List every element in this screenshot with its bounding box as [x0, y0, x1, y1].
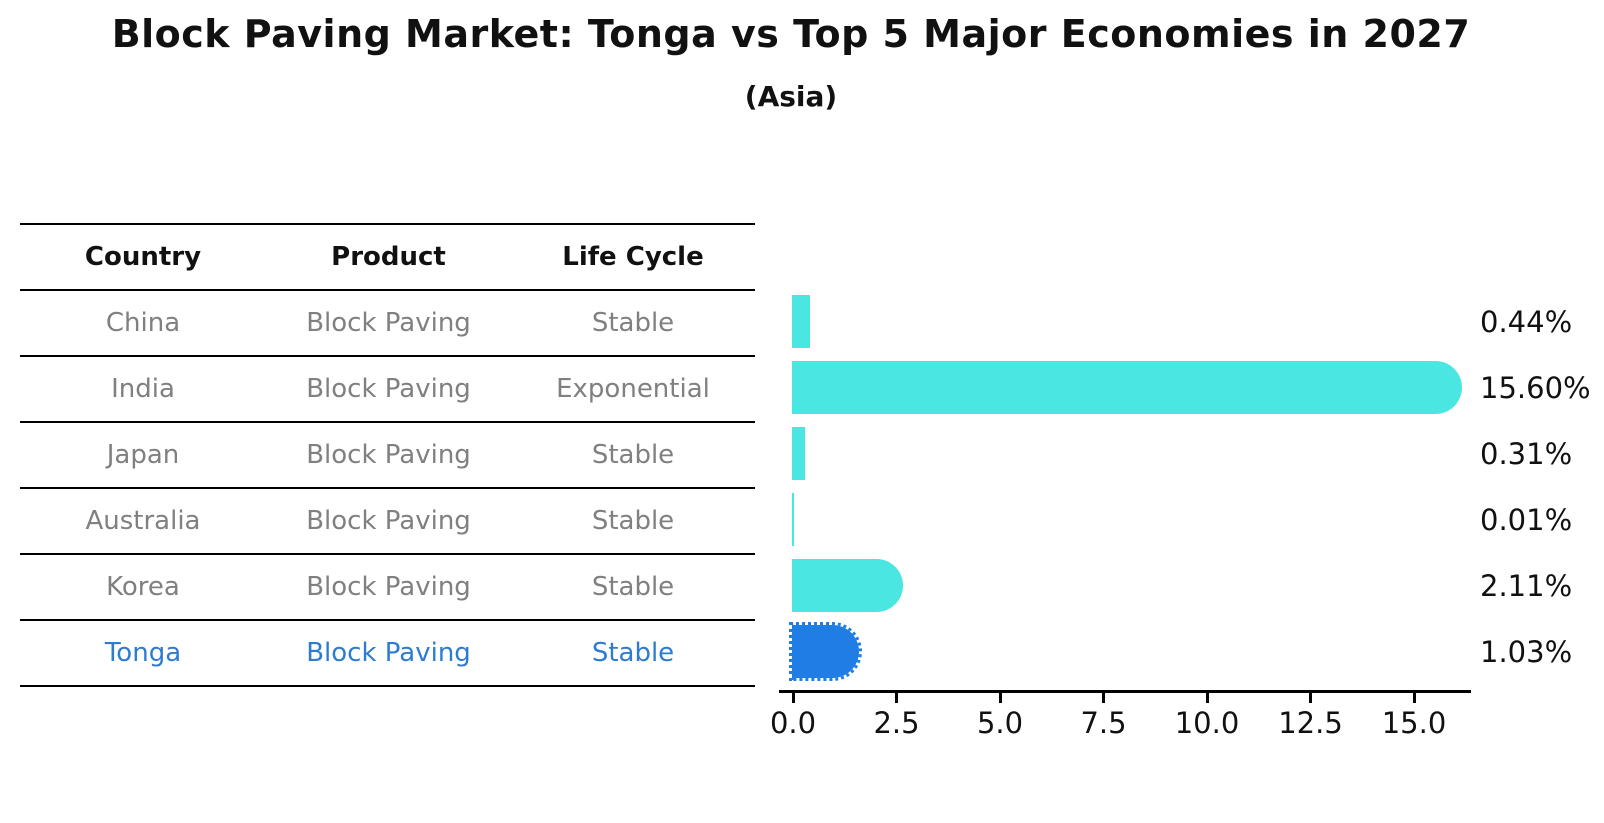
x-tick-label: 7.5 — [1080, 706, 1127, 740]
x-tick-mark — [998, 693, 1002, 703]
bar-row-india: 15.60% — [792, 355, 1604, 421]
cell-life-cycle: Stable — [591, 440, 675, 470]
cell-country: Korea — [106, 572, 180, 602]
x-tick-mark — [1309, 693, 1312, 703]
value-label-japan: 0.31% — [1480, 437, 1573, 471]
chart-subtitle: (Asia) — [744, 80, 838, 113]
x-tick-mark — [1412, 693, 1416, 703]
x-tick-label: 2.5 — [873, 706, 920, 740]
country-table: Country Product Life Cycle China Block P… — [20, 223, 755, 687]
bar-row-china: 0.44% — [792, 289, 1604, 355]
cell-product: Block Paving — [306, 374, 471, 404]
cell-life-cycle: Stable — [591, 638, 675, 668]
table-row-india: India Block Paving Exponential — [20, 355, 755, 421]
cell-life-cycle: Stable — [591, 308, 675, 338]
value-label-india: 15.60% — [1480, 371, 1591, 405]
x-tick-label: 0.0 — [769, 706, 817, 740]
table-row-tonga: Tonga Block Paving Stable — [20, 619, 755, 685]
bar-china — [792, 295, 811, 348]
x-axis-line — [779, 690, 1471, 693]
bar-row-australia: 0.01% — [792, 487, 1604, 553]
table-header-row: Country Product Life Cycle — [20, 223, 755, 289]
x-tick-label: 5.0 — [976, 706, 1024, 740]
cell-country: Australia — [85, 506, 201, 536]
cell-country: Japan — [106, 440, 180, 470]
col-header-country: Country — [84, 242, 202, 272]
cell-life-cycle: Stable — [591, 572, 675, 602]
bar-australia — [792, 493, 794, 546]
cell-country: Tonga — [104, 638, 182, 668]
bar-india — [792, 361, 1462, 414]
x-tick-mark — [1102, 693, 1105, 703]
x-tick-mark — [895, 693, 898, 703]
value-label-tonga: 1.03% — [1480, 635, 1573, 669]
cell-life-cycle: Exponential — [556, 374, 710, 404]
cell-product: Block Paving — [306, 638, 471, 668]
cell-country: China — [105, 308, 181, 338]
bar-row-japan: 0.31% — [792, 421, 1604, 487]
bar-row-tonga: 1.03% — [789, 619, 1604, 685]
cell-product: Block Paving — [306, 440, 471, 470]
chart-title: Block Paving Market: Tonga vs Top 5 Majo… — [111, 12, 1471, 56]
value-label-china: 0.44% — [1480, 305, 1573, 339]
bar-japan — [792, 427, 805, 480]
cell-product: Block Paving — [306, 308, 471, 338]
x-tick-label: 12.5 — [1278, 706, 1343, 740]
bar-tonga — [789, 622, 862, 681]
cell-product: Block Paving — [306, 572, 471, 602]
bar-row-korea: 2.11% — [792, 553, 1604, 619]
value-label-korea: 2.11% — [1480, 569, 1573, 603]
x-tick-label: 15.0 — [1381, 706, 1447, 740]
table-row-australia: Australia Block Paving Stable — [20, 487, 755, 553]
col-header-product: Product — [331, 242, 446, 272]
value-label-australia: 0.01% — [1480, 503, 1573, 537]
table-row-japan: Japan Block Paving Stable — [20, 421, 755, 487]
col-header-life-cycle: Life Cycle — [562, 242, 704, 272]
x-tick-label: 10.0 — [1174, 706, 1240, 740]
cell-product: Block Paving — [306, 506, 471, 536]
cell-life-cycle: Stable — [591, 506, 675, 536]
table-row-china: China Block Paving Stable — [20, 289, 755, 355]
x-tick-mark — [791, 693, 795, 703]
table-row-korea: Korea Block Paving Stable — [20, 553, 755, 619]
x-tick-mark — [1205, 693, 1209, 703]
cell-country: India — [111, 374, 175, 404]
bar-korea — [792, 559, 904, 612]
